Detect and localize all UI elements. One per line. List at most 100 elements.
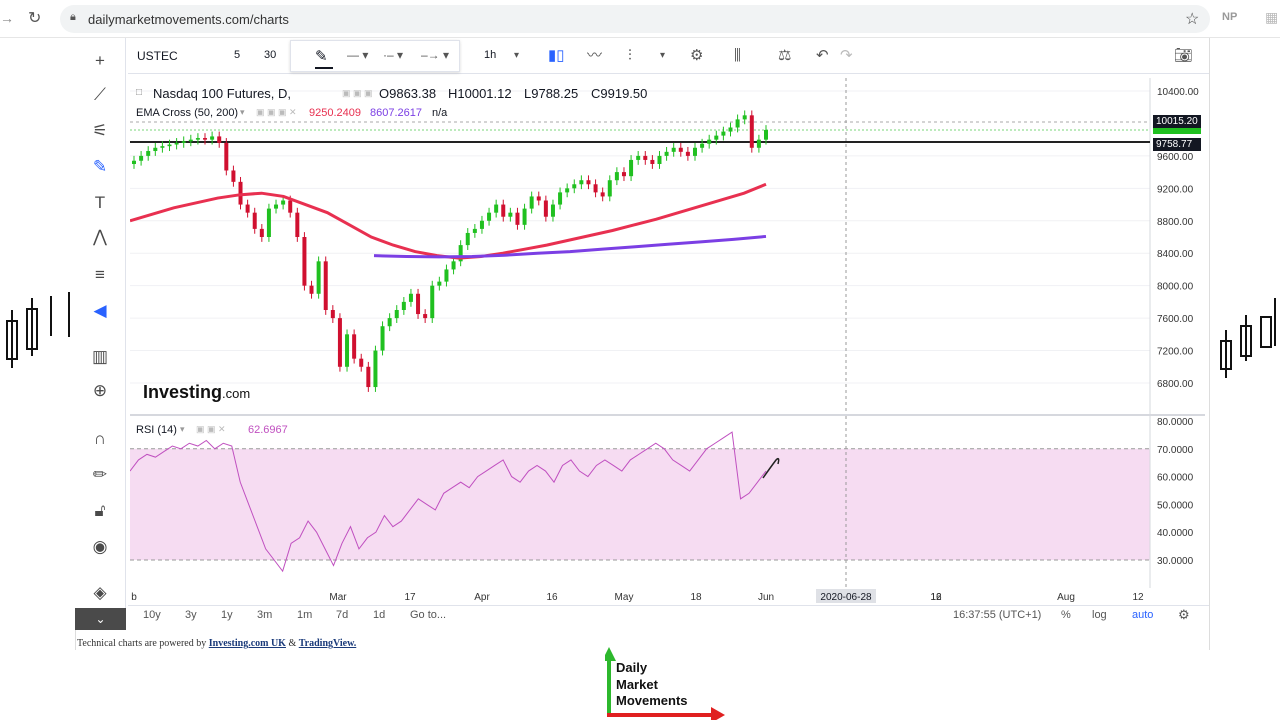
range-7d[interactable]: 7d: [336, 609, 349, 621]
bookmark-star-icon[interactable]: ☆: [1185, 11, 1200, 28]
pattern-tool-icon[interactable]: ⋀: [93, 227, 107, 246]
redo-icon[interactable]: ↷: [840, 47, 853, 64]
price-tick-label: 8000.00: [1157, 282, 1194, 293]
line-width-dropdown[interactable]: — ▾: [347, 48, 369, 62]
collapse-toolbar-button[interactable]: ⌄: [75, 608, 126, 630]
indicators-icon[interactable]: ⫶: [628, 47, 632, 64]
profile-badge[interactable]: NP: [1222, 11, 1238, 23]
extension-icon[interactable]: ▦: [1265, 9, 1279, 25]
prediction-tool-icon[interactable]: ≡: [95, 265, 105, 284]
ema-dropdown-icon[interactable]: ▾: [240, 107, 245, 117]
interval-5[interactable]: 5: [234, 49, 241, 61]
trend-line-icon[interactable]: ⟋: [94, 85, 106, 104]
chart-collapse-toggle-icon[interactable]: □: [136, 87, 143, 98]
percent-toggle[interactable]: %: [1061, 609, 1071, 621]
legend-controls[interactable]: ▣ ▣ ▣: [342, 88, 373, 98]
rsi-controls[interactable]: ▣ ▣ ✕: [196, 424, 226, 434]
candle-body: [245, 204, 250, 213]
investing-link[interactable]: Investing.com UK: [208, 638, 286, 649]
ema-controls[interactable]: ▣ ▣ ▣ ✕: [256, 107, 297, 117]
candle-body: [636, 155, 641, 160]
brush-icon[interactable]: ✎: [92, 157, 108, 176]
candle-body: [401, 301, 406, 310]
candle-body: [188, 139, 193, 142]
range-10y[interactable]: 10y: [143, 609, 161, 621]
time-axis-label: 17: [404, 592, 416, 603]
fib-tool-icon[interactable]: ⚟: [92, 121, 108, 140]
range-3y[interactable]: 3y: [185, 609, 197, 621]
ruler-icon[interactable]: ▥: [91, 347, 109, 366]
time-axis-label: 16: [930, 592, 942, 603]
lock-icon[interactable]: 🔓︎: [94, 501, 106, 520]
undo-icon[interactable]: ↶: [816, 47, 829, 64]
reload-icon[interactable]: ↻: [28, 10, 42, 27]
candle-body: [607, 180, 612, 197]
candle-body: [238, 181, 243, 205]
candle-body: [139, 155, 144, 161]
crosshair-icon[interactable]: +: [95, 51, 105, 70]
line-style-dropdown[interactable]: ·– ▾: [383, 48, 404, 62]
candle-body: [316, 261, 321, 294]
layers-icon[interactable]: ◈: [93, 583, 107, 602]
left-edge-candle-graphic: [68, 292, 70, 337]
address-bar[interactable]: 🔒︎ dailymarketmovements.com/charts ☆: [60, 5, 1210, 33]
candle-body: [274, 204, 279, 209]
log-toggle[interactable]: log: [1092, 609, 1107, 621]
interval-dropdown-icon[interactable]: ▾: [514, 50, 520, 61]
candle-body: [543, 200, 548, 217]
back-arrow-icon[interactable]: ◀: [93, 301, 107, 320]
candle-body: [153, 147, 158, 152]
text-tool-icon[interactable]: T: [94, 193, 106, 212]
rsi-dropdown-icon[interactable]: ▾: [180, 424, 185, 434]
time-axis-label: Apr: [474, 592, 490, 603]
candle-body: [437, 281, 442, 286]
magnet-icon[interactable]: ∩: [93, 429, 107, 448]
rsi-value: 62.6967: [248, 424, 288, 436]
range-1m[interactable]: 1m: [297, 609, 313, 621]
logo-line1: Daily: [616, 660, 648, 675]
go-to-date[interactable]: Go to...: [410, 609, 447, 621]
interval-30[interactable]: 30: [264, 49, 277, 61]
chart-settings-gear-icon[interactable]: ⚙: [1178, 607, 1190, 622]
time-axis-label: 12: [1132, 592, 1144, 603]
range-1d[interactable]: 1d: [373, 609, 386, 621]
compare-icon[interactable]: ⫼: [734, 47, 741, 64]
candle-body: [472, 228, 477, 233]
candles-chart-type-icon[interactable]: ▮▯: [548, 47, 565, 64]
candle-body: [302, 237, 307, 286]
price-chart[interactable]: 10400.00 9600.00 9200.00 8800.00 8400.00 8000…: [130, 78, 1205, 414]
pane-divider[interactable]: [130, 414, 1205, 416]
rsi-chart[interactable]: 80.0000 70.0000 60.0000 50.0000 40.0000 30.00…: [130, 416, 1205, 588]
auto-toggle[interactable]: auto: [1132, 609, 1154, 621]
rsi-tick-label: 30.0000: [1157, 556, 1194, 567]
pen-color-swatch: [315, 67, 333, 69]
pen-color-icon[interactable]: ✎: [315, 48, 328, 65]
range-3m[interactable]: 3m: [257, 609, 273, 621]
line-chart-type-icon[interactable]: 〰: [587, 47, 603, 64]
zoom-icon[interactable]: ⊕: [92, 381, 108, 400]
settings-gear-icon[interactable]: ⚙: [690, 47, 704, 64]
pencil-lock-icon[interactable]: ✏: [92, 465, 108, 484]
eye-icon[interactable]: ◉: [92, 537, 108, 556]
watermark-suffix: .com: [222, 386, 251, 401]
candle-body: [614, 172, 619, 181]
symbol-search[interactable]: USTEC: [137, 49, 178, 63]
back-arrow-icon[interactable]: →: [0, 10, 14, 26]
tradingview-link[interactable]: TradingView.: [298, 638, 357, 649]
line-end-dropdown[interactable]: –→ ▾: [421, 48, 450, 62]
range-1y[interactable]: 1y: [221, 609, 233, 621]
candle-body: [408, 293, 413, 302]
footer-attribution: Technical charts are powered by Investin…: [77, 638, 356, 649]
candle-body: [132, 160, 136, 164]
indicators-dropdown-icon[interactable]: ▾: [660, 50, 666, 61]
scales-icon[interactable]: ⚖: [778, 47, 792, 64]
price-tick-label: 9200.00: [1157, 184, 1194, 195]
camera-screenshot-icon[interactable]: 📷︎: [1174, 47, 1194, 64]
interval-1h[interactable]: 1h: [484, 49, 497, 61]
watermark-brand: Investing: [143, 382, 223, 402]
candle-body: [707, 139, 712, 144]
candle-body: [423, 314, 428, 319]
candle-body: [629, 159, 634, 177]
candle-body: [210, 136, 215, 140]
